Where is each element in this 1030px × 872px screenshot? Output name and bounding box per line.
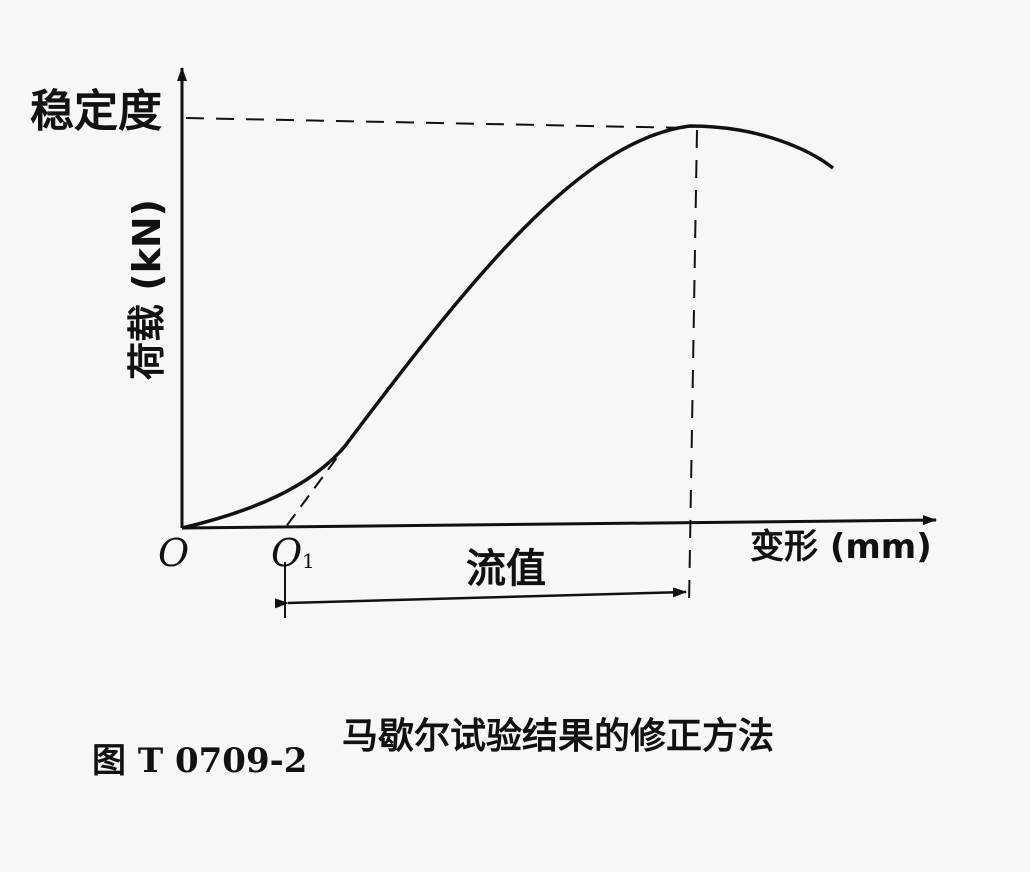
load-curve [181,124,835,530]
origin-label: O [158,531,189,575]
caption-text: 马歇尔试验结果的修正方法 [342,716,774,757]
corrected-origin-subscript: 1 [302,549,315,573]
load-axis-label: 荷载 (kN) [125,199,169,380]
corrected-origin-label: O [271,531,302,575]
caption-number: 图 T 0709-2 [92,741,307,781]
flow-value-label: 流值 [466,546,546,592]
peak-dashed-line [688,129,698,606]
flow-value-arrow [274,587,687,609]
stability-dashed-line [185,117,691,129]
stability-label: 稳定度 [30,86,162,137]
x-axis [181,515,937,530]
tangent-dashed-line [284,439,351,529]
deformation-axis-label: 变形 (mm) [750,527,932,567]
